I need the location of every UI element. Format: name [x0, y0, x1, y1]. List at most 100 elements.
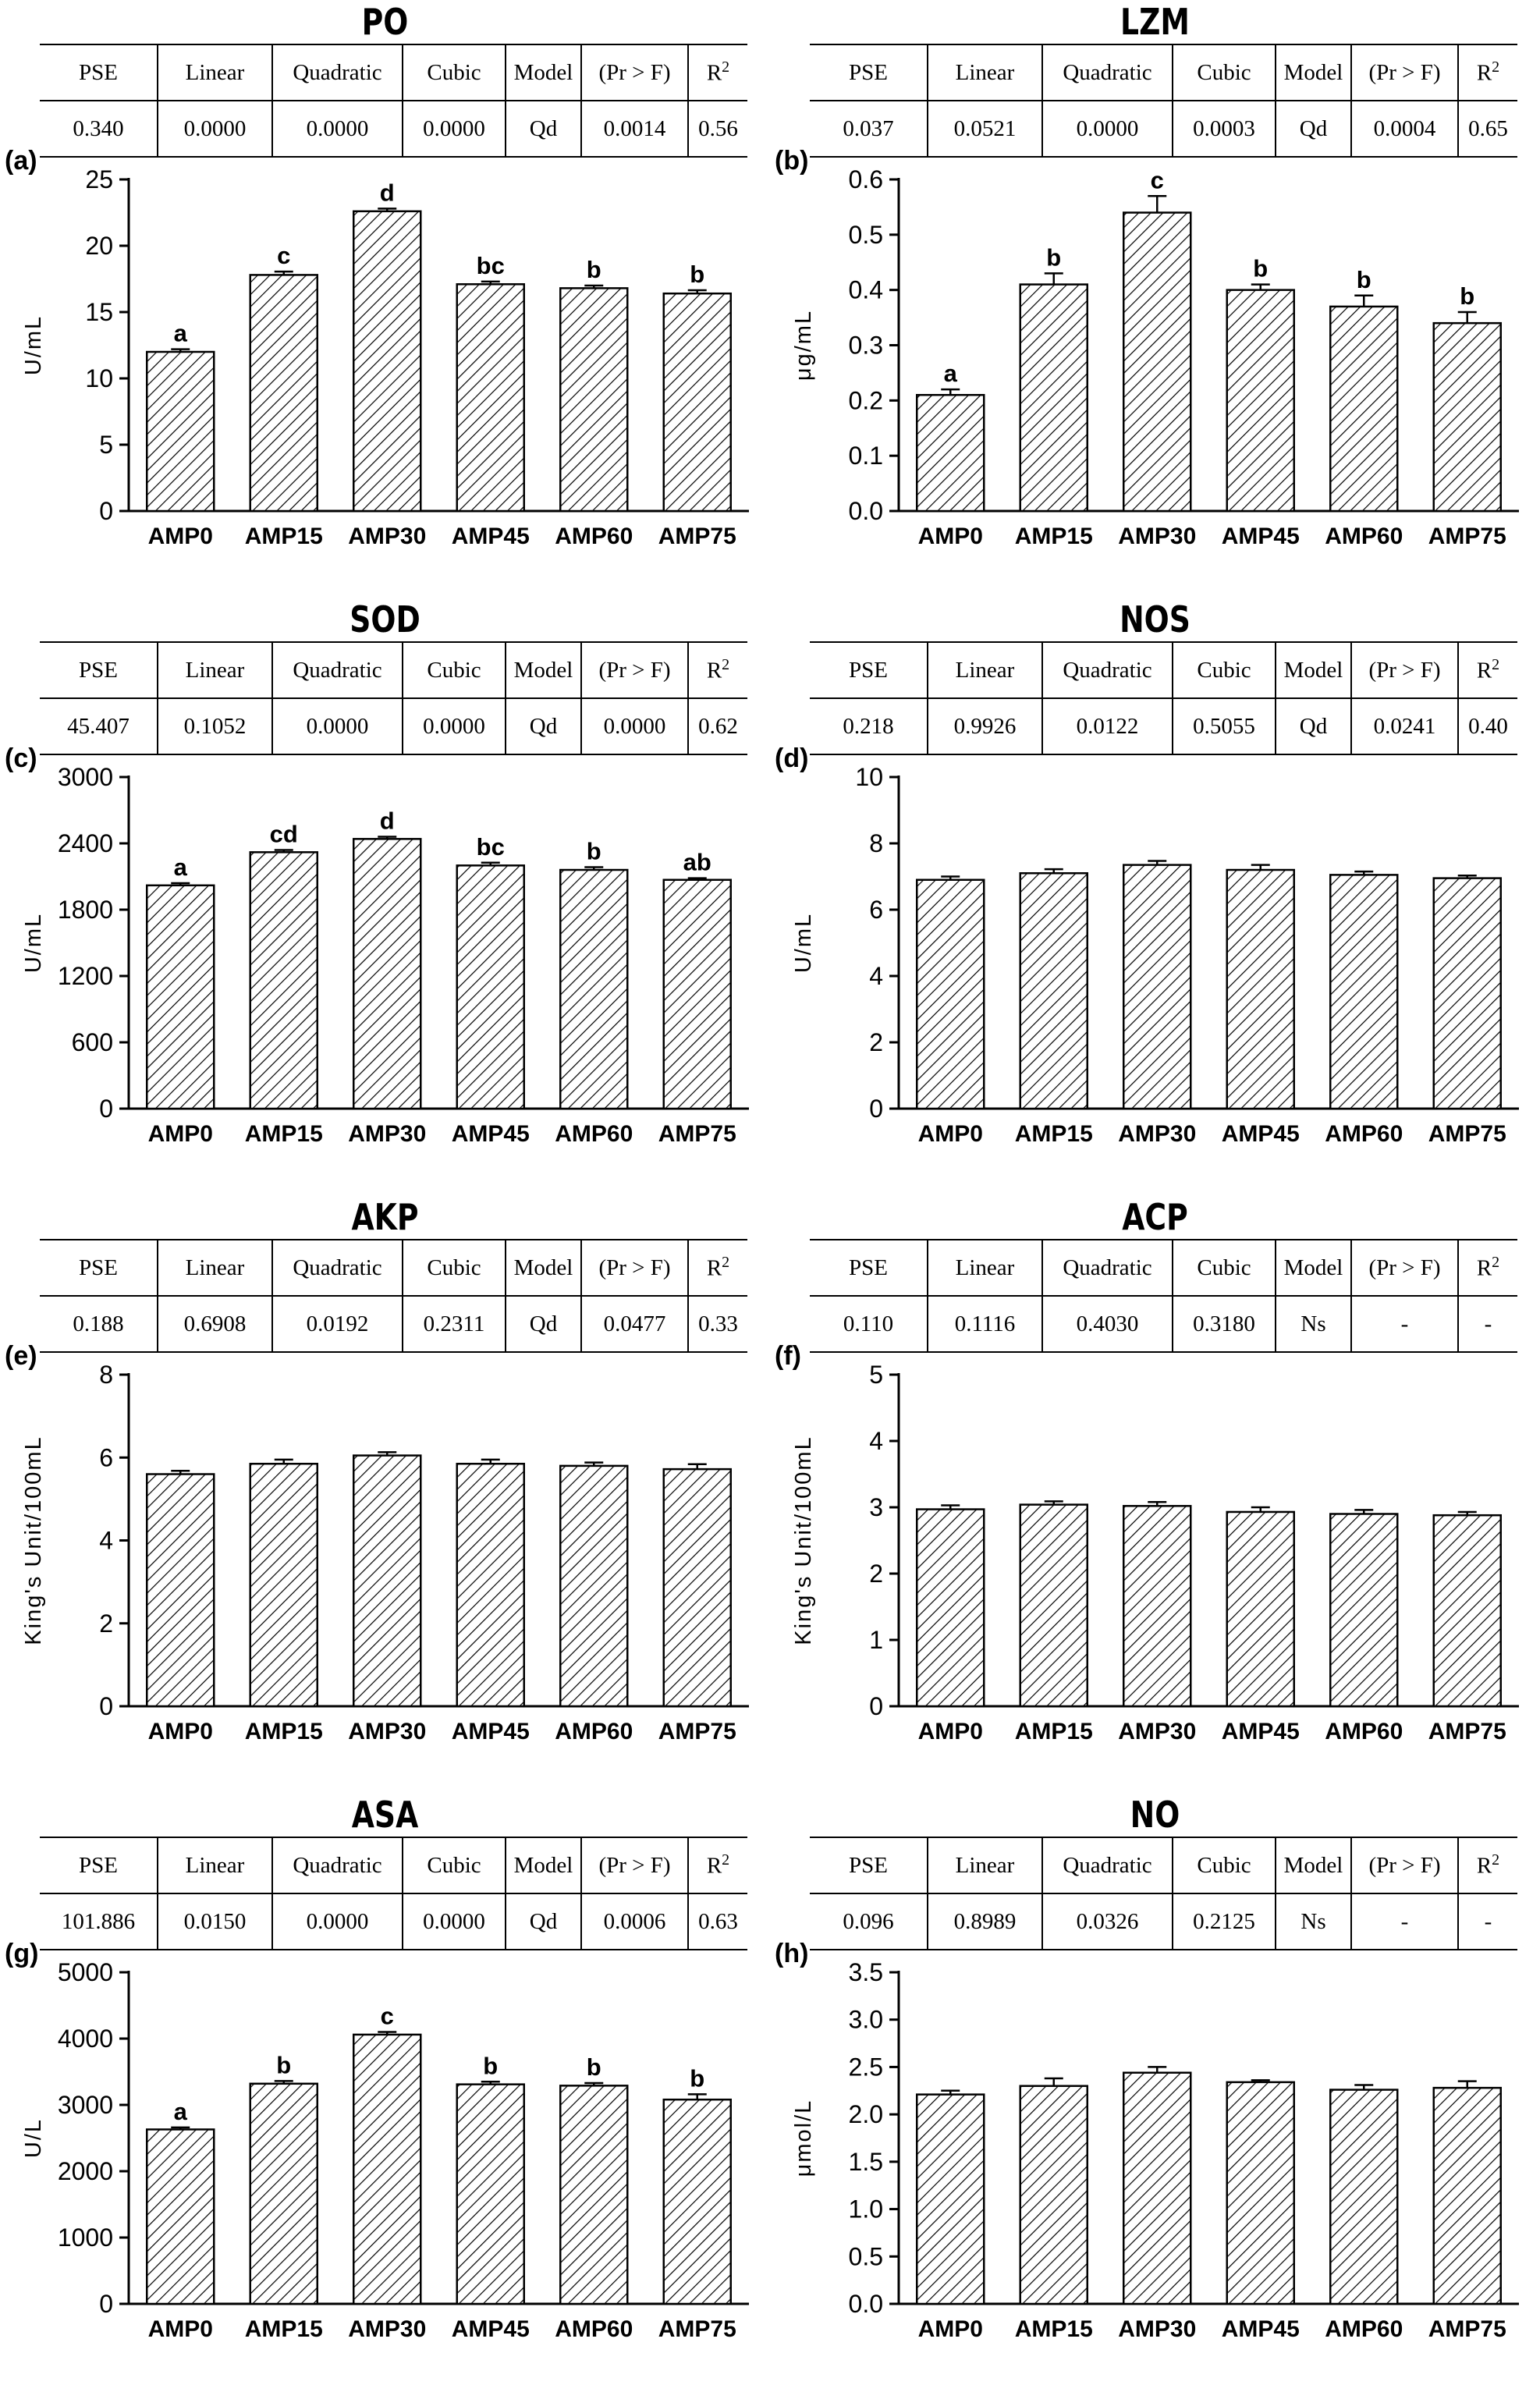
x-tick-label: AMP30	[1118, 1121, 1196, 1147]
stats-header-prf: (Pr > F)	[580, 1837, 688, 1894]
panel-lzm: LZM PSE Linear Quadratic Cubic Model (Pr > F) R…	[770, 0, 1540, 598]
stats-header-model: Model	[505, 44, 581, 101]
significance-letter: c	[1151, 166, 1164, 193]
stats-header-pse: PSE	[810, 1837, 928, 1894]
panel-sod: SOD PSE Linear Quadratic Cubic Model (Pr > F) R…	[0, 598, 770, 1195]
stats-header-model: Model	[505, 1837, 581, 1894]
stats-value-prf: 0.0006	[580, 1893, 688, 1950]
stats-header-linear: Linear	[157, 44, 272, 101]
significance-letter: a	[174, 320, 188, 347]
y-tick-label: 4	[99, 1527, 113, 1555]
stats-value-pse: 0.037	[810, 101, 928, 158]
y-tick-label: 3000	[58, 2091, 113, 2119]
bar-amp75	[662, 292, 732, 513]
panel-label: (d)	[775, 744, 809, 773]
stats-value-pse: 0.110	[810, 1296, 928, 1353]
stats-header-quadratic: Quadratic	[1041, 44, 1173, 101]
bar-chart: 0 1 2 3 4 5 King's Unit/100mL AMP0 AMP15 AMP30 AMP…	[791, 1361, 1519, 1744]
stats-value-pse: 0.188	[40, 1296, 158, 1353]
stats-value-quadratic: 0.0000	[271, 101, 403, 158]
x-tick-label: AMP0	[148, 1719, 213, 1744]
stats-value-pse: 0.096	[810, 1893, 928, 1950]
chart-title: NOS	[1120, 598, 1190, 641]
y-tick-label: 2	[99, 1609, 113, 1638]
stats-header-model: Model	[1275, 1239, 1351, 1297]
y-tick-label: 4	[869, 1427, 883, 1455]
y-tick-label: 15	[85, 298, 113, 326]
x-tick-label: AMP75	[1428, 523, 1506, 549]
significance-letter: c	[381, 2003, 394, 2030]
y-axis-label: U/mL	[791, 913, 816, 973]
stats-value-model: Qd	[505, 1296, 581, 1353]
x-tick-label: AMP15	[1015, 2316, 1093, 2342]
bar-amp15	[1019, 1503, 1088, 1708]
x-tick-label: AMP30	[1118, 1719, 1196, 1744]
stats-header-r2: R2	[1457, 44, 1517, 101]
stats-header-prf: (Pr > F)	[1350, 1239, 1458, 1297]
stats-value-pse: 45.407	[40, 698, 158, 755]
stats-value-r2: 0.40	[1457, 698, 1517, 755]
significance-letter: b	[1046, 243, 1061, 271]
stats-header-cubic: Cubic	[1172, 641, 1276, 699]
stats-header-quadratic: Quadratic	[271, 1239, 403, 1297]
x-tick-label: AMP60	[1325, 523, 1403, 549]
x-tick-label: AMP45	[452, 1121, 530, 1147]
stats-value-prf: 0.0241	[1350, 698, 1458, 755]
y-tick-label: 1200	[58, 962, 113, 990]
y-tick-label: 1000	[58, 2223, 113, 2252]
x-tick-label: AMP0	[148, 2316, 213, 2342]
stats-header-linear: Linear	[927, 1837, 1042, 1894]
stats-header-model: Model	[1275, 641, 1351, 699]
bar-amp60	[1329, 1513, 1399, 1708]
stats-value-cubic: 0.0000	[402, 1893, 506, 1950]
bar-amp75	[1432, 1514, 1502, 1708]
significance-letter: cd	[270, 821, 298, 848]
stats-header-r2: R2	[1457, 1837, 1517, 1894]
bar-amp0	[146, 350, 215, 513]
y-tick-label: 3.0	[849, 2006, 883, 2034]
significance-letter: c	[277, 242, 290, 269]
stats-value-model: Ns	[1275, 1296, 1351, 1353]
stats-value-model: Ns	[1275, 1893, 1351, 1950]
stats-value-cubic: 0.2311	[402, 1296, 506, 1353]
x-tick-label: AMP75	[1428, 1719, 1506, 1744]
stats-value-cubic: 0.0000	[402, 698, 506, 755]
x-tick-label: AMP60	[1325, 1719, 1403, 1744]
x-tick-label: AMP60	[1325, 2316, 1403, 2342]
x-tick-label: AMP0	[148, 523, 213, 549]
panel-nos: NOS PSE Linear Quadratic Cubic Model (Pr > F) R…	[770, 598, 1540, 1195]
x-tick-label: AMP0	[918, 523, 983, 549]
panel-label: (a)	[5, 146, 37, 176]
stats-header-cubic: Cubic	[1172, 1837, 1276, 1894]
chart-title: PO	[361, 1, 409, 43]
y-tick-label: 8	[869, 829, 883, 857]
stats-header-linear: Linear	[927, 1239, 1042, 1297]
x-tick-label: AMP75	[1428, 2316, 1506, 2342]
significance-letter: bc	[477, 833, 505, 861]
stats-header-r2: R2	[687, 1837, 747, 1894]
x-tick-label: AMP0	[918, 1719, 983, 1744]
panel-acp: ACP PSE Linear Quadratic Cubic Model (Pr > F) R…	[770, 1195, 1540, 1793]
stats-value-quadratic: 0.0192	[271, 1296, 403, 1353]
bar-amp0	[916, 1508, 985, 1708]
x-tick-label: AMP15	[245, 1121, 323, 1147]
y-tick-label: 0	[99, 497, 113, 525]
x-tick-label: AMP15	[245, 2316, 323, 2342]
bar-amp15	[249, 1462, 318, 1708]
panel-akp: AKP PSE Linear Quadratic Cubic Model (Pr > F) R…	[0, 1195, 770, 1793]
y-axis-label: King's Unit/100mL	[21, 1436, 46, 1645]
stats-table: PSE Linear Quadratic Cubic Model (Pr > F) R2 10…	[40, 1837, 747, 1950]
significance-letter: a	[174, 2098, 188, 2125]
stats-value-cubic: 0.2125	[1172, 1893, 1276, 1950]
stats-table: PSE Linear Quadratic Cubic Model (Pr > F) R2 0.…	[40, 44, 747, 158]
x-tick-label: AMP30	[348, 523, 426, 549]
stats-header-quadratic: Quadratic	[1041, 1837, 1173, 1894]
x-tick-label: AMP30	[1118, 523, 1196, 549]
stats-value-model: Qd	[1275, 101, 1351, 158]
panel-label: (h)	[775, 1939, 809, 1968]
bar-amp0	[916, 2093, 985, 2305]
bar-amp30	[1123, 211, 1192, 513]
stats-header-quadratic: Quadratic	[1041, 1239, 1173, 1297]
stats-value-cubic: 0.0000	[402, 101, 506, 158]
stats-header-r2: R2	[1457, 641, 1517, 699]
